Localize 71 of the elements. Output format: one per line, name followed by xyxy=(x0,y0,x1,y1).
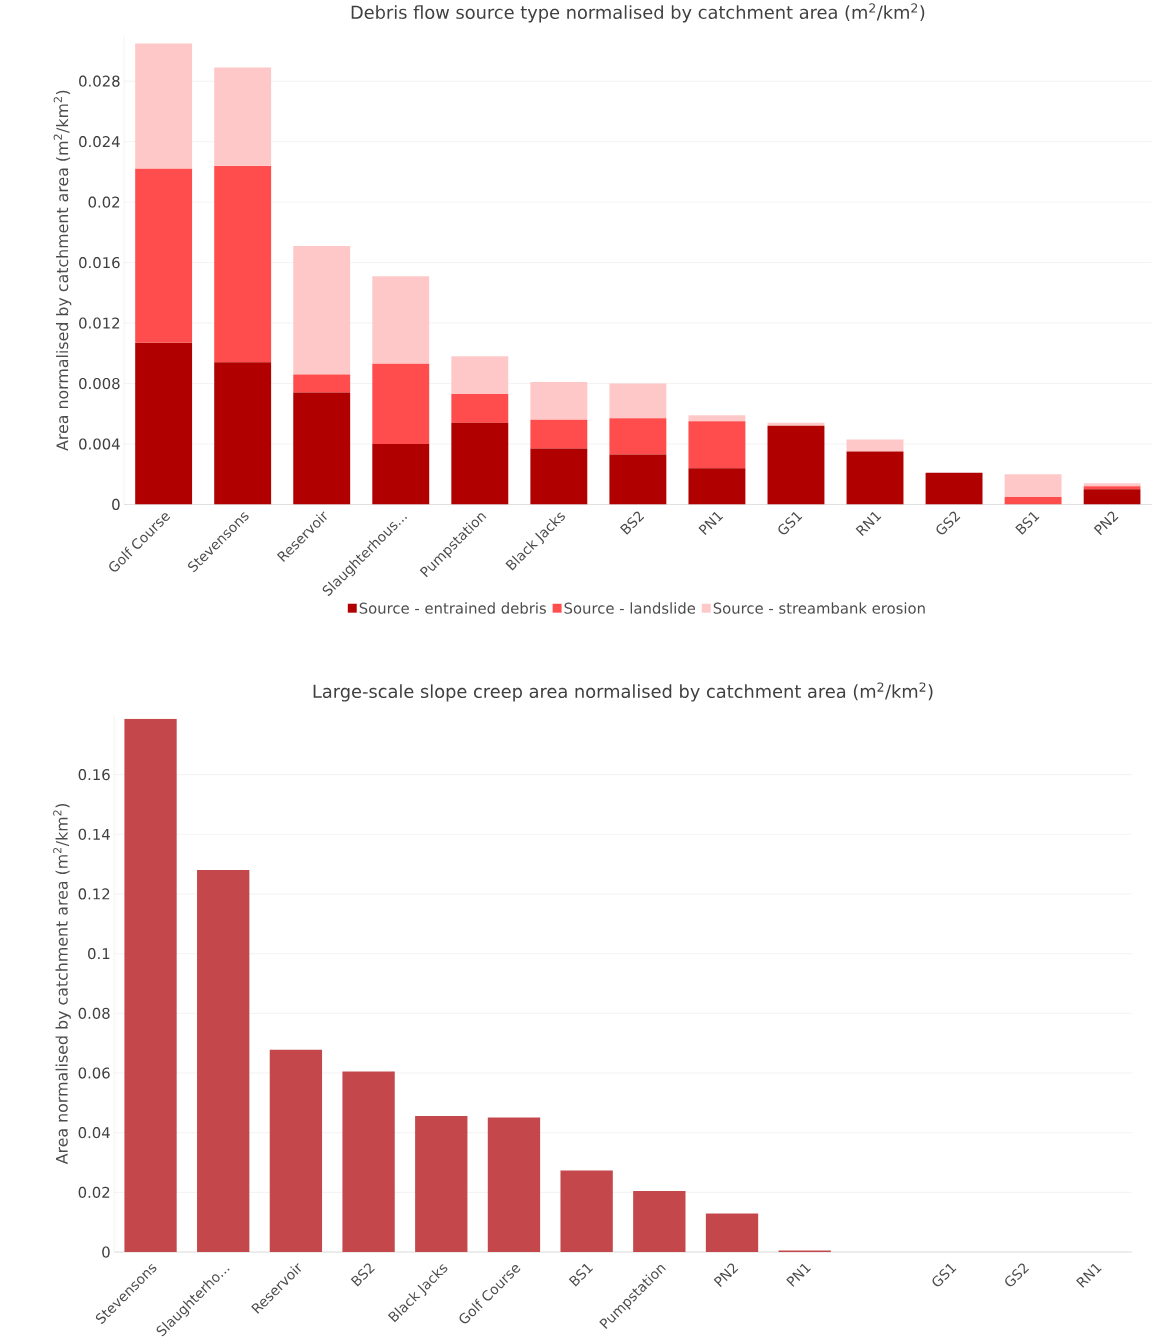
legend-label: Source - landslide xyxy=(564,602,696,614)
y-tick-label: 0.02 xyxy=(88,196,120,208)
bar xyxy=(530,382,588,420)
bar xyxy=(688,415,746,422)
bar xyxy=(293,374,351,393)
bar xyxy=(925,472,983,505)
bar xyxy=(135,342,193,505)
bar xyxy=(846,451,904,505)
y-tick-label: 0.016 xyxy=(79,256,120,269)
bar xyxy=(135,168,193,343)
x-tick-label: GS1 xyxy=(778,512,803,535)
y-tick-label: 0.06 xyxy=(78,1067,110,1079)
bar xyxy=(451,422,509,505)
y-axis-title: Area normalised by catchment area (m$^{2}$/km$^{2}$) xyxy=(53,90,72,451)
y-tick-label: 0 xyxy=(102,1246,110,1258)
bar xyxy=(269,1049,323,1253)
bar xyxy=(530,448,588,505)
bar xyxy=(293,245,351,375)
bar xyxy=(706,1213,759,1253)
bar xyxy=(530,419,588,449)
bar xyxy=(415,1115,468,1253)
y-tick-label: 0.1 xyxy=(88,948,110,960)
x-tick-label: BS1 xyxy=(1015,512,1040,535)
bar xyxy=(214,165,272,363)
bar xyxy=(214,67,272,166)
x-tick-label: GS1 xyxy=(932,1263,957,1287)
chart-title: Debris flow source type normalised by catchment area (m$^{2}$/km$^{2}$) xyxy=(351,3,925,23)
bar xyxy=(609,454,667,505)
bar xyxy=(1083,489,1141,505)
y-tick-label: 0.16 xyxy=(78,769,110,781)
y-tick-label: 0.028 xyxy=(79,75,120,87)
bar xyxy=(372,276,430,364)
bar xyxy=(1004,496,1062,505)
bar xyxy=(688,468,746,505)
bar xyxy=(342,1071,395,1253)
y-tick-label: 0.02 xyxy=(78,1186,110,1198)
bar xyxy=(633,1190,686,1253)
bar xyxy=(197,870,250,1253)
y-tick-label: 0.14 xyxy=(78,828,111,840)
chart-title: Large-scale slope creep area normalised by catchment area (m$^{2}$/km$^{2}$) xyxy=(313,682,933,702)
legend-label: Source - streambank erosion xyxy=(713,602,925,614)
bar xyxy=(135,43,193,169)
x-tick-label: PN1 xyxy=(698,511,724,536)
bar xyxy=(372,443,430,505)
bar xyxy=(1004,474,1062,497)
y-tick-label: 0.04 xyxy=(78,1127,111,1139)
bar xyxy=(560,1170,614,1253)
y-tick-label: 0.004 xyxy=(79,438,120,450)
bar xyxy=(487,1117,541,1253)
y-axis-title: Area normalised by catchment area (m$^{2}$/km$^{2}$) xyxy=(53,804,72,1165)
y-tick-label: 0.12 xyxy=(78,888,110,900)
y-tick-label: 0.024 xyxy=(79,136,120,148)
bar xyxy=(688,421,746,469)
bar xyxy=(451,394,509,423)
bar xyxy=(293,392,351,505)
bar xyxy=(767,422,825,426)
y-tick-label: 0 xyxy=(112,498,120,511)
bar xyxy=(846,439,904,452)
legend-label: Source - entrained debris xyxy=(359,602,547,614)
bar xyxy=(372,363,430,444)
bar xyxy=(214,362,272,505)
bar xyxy=(609,383,667,419)
x-tick-label: PN1 xyxy=(786,1263,812,1287)
bar xyxy=(124,718,177,1253)
y-tick-label: 0.012 xyxy=(79,317,120,329)
x-tick-label: BS1 xyxy=(568,1263,594,1287)
bar xyxy=(609,418,667,455)
bar xyxy=(451,356,509,395)
bar xyxy=(767,425,825,505)
y-tick-label: 0.008 xyxy=(79,377,120,390)
y-tick-label: 0.08 xyxy=(78,1007,110,1019)
